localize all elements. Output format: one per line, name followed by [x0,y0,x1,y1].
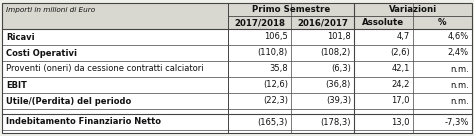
Text: Importi in milioni di Euro: Importi in milioni di Euro [6,6,95,13]
Text: 13,0: 13,0 [392,118,410,126]
Text: %: % [438,18,447,27]
Text: (39,3): (39,3) [326,97,351,106]
Text: 2016/2017: 2016/2017 [297,18,348,27]
Text: Utile/(Perdita) del periodo: Utile/(Perdita) del periodo [6,97,131,106]
Text: 101,8: 101,8 [327,33,351,41]
Bar [2,3,472,29]
Text: 42,1: 42,1 [392,64,410,73]
Text: 17,0: 17,0 [392,97,410,106]
Text: 2,4%: 2,4% [448,49,469,58]
Text: -7,3%: -7,3% [445,118,469,126]
Text: 106,5: 106,5 [264,33,288,41]
Text: (2,6): (2,6) [390,49,410,58]
Text: Assolute: Assolute [363,18,405,27]
Text: Costi Operativi: Costi Operativi [6,49,77,58]
Text: (6,3): (6,3) [331,64,351,73]
Text: (12,6): (12,6) [263,81,288,89]
Text: Ricavi: Ricavi [6,33,35,41]
Text: (165,3): (165,3) [258,118,288,126]
Text: n.m.: n.m. [450,97,469,106]
Text: 24,2: 24,2 [392,81,410,89]
Text: 35,8: 35,8 [269,64,288,73]
Text: Primo Semestre: Primo Semestre [252,5,330,14]
Text: 2017/2018: 2017/2018 [234,18,285,27]
Text: 4,6%: 4,6% [448,33,469,41]
Text: (108,2): (108,2) [321,49,351,58]
Text: Indebitamento Finanziario Netto: Indebitamento Finanziario Netto [6,118,161,126]
Text: (110,8): (110,8) [258,49,288,58]
Text: Proventi (oneri) da cessione contratti calciatori: Proventi (oneri) da cessione contratti c… [6,64,204,73]
Text: 4,7: 4,7 [397,33,410,41]
Text: n.m.: n.m. [450,81,469,89]
Text: n.m.: n.m. [450,64,469,73]
Text: (22,3): (22,3) [263,97,288,106]
Text: (178,3): (178,3) [320,118,351,126]
Text: EBIT: EBIT [6,81,27,89]
Text: (36,8): (36,8) [326,81,351,89]
Text: Variazioni: Variazioni [389,5,437,14]
